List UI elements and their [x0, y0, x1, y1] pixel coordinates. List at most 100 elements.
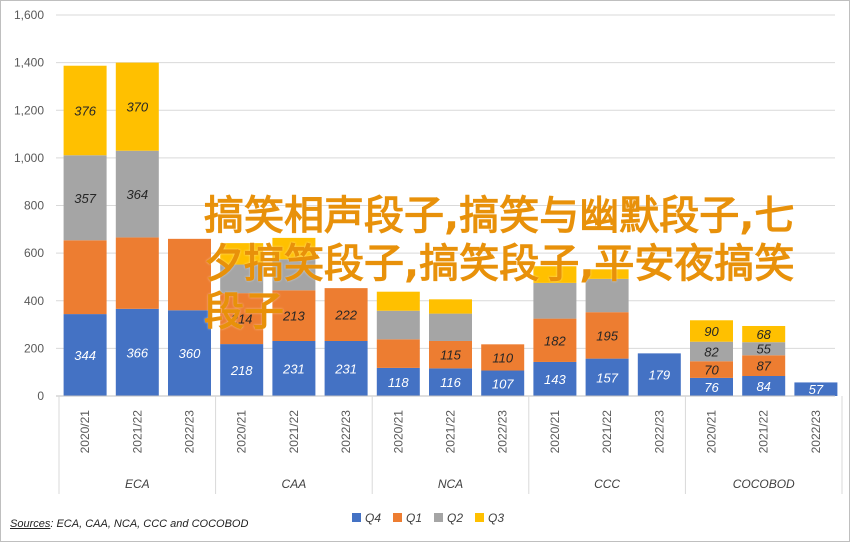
bar-segment: [115, 308, 159, 396]
x-tick-label: 2022/23: [809, 410, 823, 454]
bar-segment: [272, 340, 316, 396]
bar-segment: [63, 240, 107, 315]
bar-segment: [690, 361, 733, 378]
data-label: 370: [126, 100, 148, 115]
data-label: 360: [179, 346, 201, 361]
legend-swatch: [393, 513, 402, 522]
data-label: 213: [282, 309, 305, 324]
source-label: Sources: [10, 518, 51, 530]
bar-segment: [115, 62, 159, 151]
data-label: 118: [388, 375, 409, 390]
y-tick-label: 800: [24, 199, 44, 213]
bar-segment: [272, 259, 316, 291]
data-label: 143: [544, 372, 566, 387]
data-label: 222: [334, 308, 357, 323]
group-label: COCOBOD: [733, 477, 795, 491]
bar-segment: [324, 288, 368, 341]
bar-segment: [220, 243, 264, 265]
data-label: 116: [440, 375, 461, 390]
bar-segment: [690, 320, 733, 342]
x-tick-label: 2020/21: [78, 410, 92, 454]
data-label: 218: [230, 363, 253, 378]
bar-segment: [220, 264, 264, 294]
bar-segment: [376, 291, 420, 311]
data-label: 107: [492, 376, 514, 391]
bar-segment: [429, 313, 472, 341]
data-label: 90: [704, 324, 719, 339]
y-tick-label: 200: [24, 341, 44, 355]
data-label: 82: [704, 344, 719, 359]
bar-segment: [481, 344, 525, 371]
bar-segment: [481, 370, 525, 396]
bar-segment: [63, 314, 107, 396]
bar-segment: [376, 310, 420, 340]
bar-segment: [533, 361, 577, 396]
x-tick-label: 2021/22: [757, 410, 771, 454]
data-label: 87: [756, 359, 771, 374]
x-tick-label: 2020/21: [235, 410, 249, 454]
bar-segment: [585, 358, 629, 396]
x-tick-label: 2022/23: [496, 410, 510, 454]
legend-swatch: [352, 513, 361, 522]
data-label: 182: [544, 333, 566, 348]
source-text: : ECA, CAA, NCA, CCC and COCOBOD: [50, 518, 249, 530]
x-tick-label: 2021/22: [287, 410, 301, 454]
bar-segment: [376, 367, 420, 396]
bar-segment: [742, 375, 786, 396]
group-label: CCC: [594, 477, 620, 491]
data-label: 57: [809, 382, 824, 397]
data-label: 115: [440, 348, 461, 363]
data-label: 55: [756, 342, 771, 357]
y-tick-label: 1,600: [14, 8, 44, 22]
x-tick-label: 2020/21: [548, 410, 562, 454]
bar-segment: [272, 237, 316, 260]
bar-segment: [115, 150, 159, 238]
bar-segment: [220, 344, 264, 396]
legend-label: Q2: [447, 511, 463, 525]
bar-segment: [533, 282, 577, 319]
x-tick-label: 2020/21: [705, 410, 719, 454]
bar-segment: [376, 339, 420, 368]
data-label: 364: [126, 187, 148, 202]
y-tick-label: 1,000: [14, 151, 44, 165]
data-label: 110: [492, 350, 513, 365]
bar-segment: [429, 340, 472, 369]
bar-segment: [742, 355, 786, 376]
legend-label: Q1: [406, 511, 422, 525]
data-label: 344: [74, 348, 96, 363]
bar-segment: [220, 293, 264, 345]
x-tick-label: 2020/21: [391, 410, 405, 454]
data-label: 70: [704, 363, 719, 378]
data-label: 68: [756, 327, 771, 342]
data-label: 84: [756, 379, 770, 394]
group-label: NCA: [438, 477, 463, 491]
y-tick-label: 0: [37, 389, 44, 403]
bar-segment: [637, 353, 681, 396]
bar-segment: [324, 340, 368, 396]
bar-segment: [63, 155, 107, 241]
x-tick-label: 2021/22: [130, 410, 144, 454]
x-tick-label: 2022/23: [183, 410, 197, 454]
bar-segment: [742, 325, 786, 343]
y-tick-label: 600: [24, 246, 44, 260]
bar-segment: [585, 312, 629, 359]
group-label: CAA: [282, 477, 307, 491]
bar-segment: [690, 341, 733, 362]
x-tick-label: 2021/22: [444, 410, 458, 454]
bar-segment: [168, 310, 211, 396]
bar-segment: [429, 368, 472, 396]
y-tick-label: 400: [24, 294, 44, 308]
data-label: 231: [334, 361, 357, 376]
legend-label: Q3: [488, 511, 504, 525]
group-label: ECA: [125, 477, 150, 491]
bar-segment: [533, 318, 577, 362]
y-tick-label: 1,400: [14, 56, 44, 70]
data-label: 157: [596, 370, 618, 385]
data-label: 376: [74, 103, 96, 118]
data-label: 179: [648, 368, 670, 383]
data-label: 357: [74, 191, 96, 206]
y-tick-label: 1,200: [14, 103, 44, 117]
bar-segment: [115, 237, 159, 309]
bar-segment: [585, 269, 629, 279]
